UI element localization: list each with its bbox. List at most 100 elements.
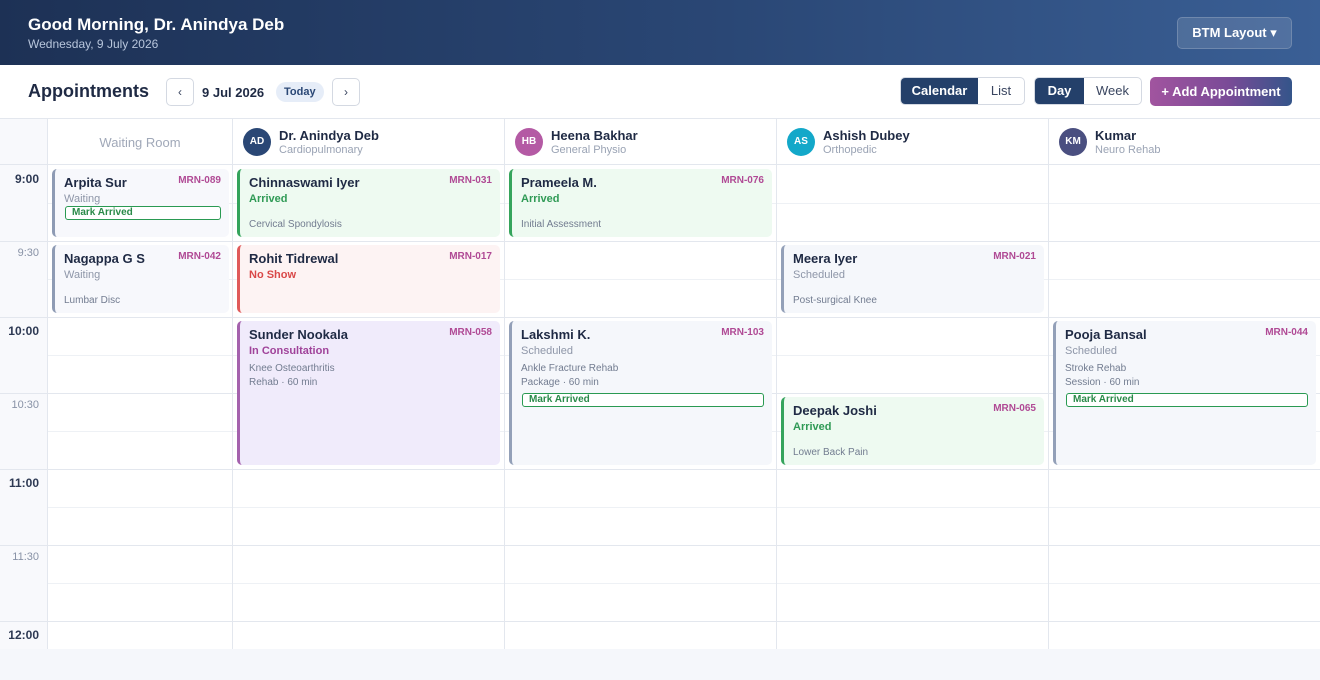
add-appointment-button[interactable]: + Add Appointment: [1150, 77, 1292, 106]
diagnosis-note: Lumbar Disc: [64, 295, 121, 306]
next-day-button[interactable]: ›: [332, 78, 360, 106]
avatar: AD: [243, 128, 271, 156]
avatar: HB: [515, 128, 543, 156]
waiting-card[interactable]: Nagappa G S MRN-042 Waiting Lumbar Disc: [52, 245, 229, 313]
patient-name: Arpita Sur: [64, 175, 127, 190]
grid-line: [233, 621, 504, 622]
calendar-grid: Waiting Room AD Dr. Anindya Deb Cardiopu…: [0, 119, 1320, 649]
grid-line: [1049, 583, 1320, 584]
diagnosis-note: Cervical Spondylosis: [249, 219, 342, 230]
status-label: In Consultation: [249, 345, 330, 357]
grid-line: [777, 583, 1048, 584]
grid-line: [777, 241, 1048, 242]
week-view-button[interactable]: Week: [1096, 83, 1129, 98]
diagnosis-note: Stroke Rehab: [1065, 363, 1127, 374]
grid-line: [0, 393, 47, 394]
appointment-card[interactable]: Sunder Nookala MRN-058 In Consultation K…: [237, 321, 500, 465]
grid-line: [0, 469, 47, 470]
grid-line: [777, 621, 1048, 622]
appointment-card[interactable]: Pooja Bansal MRN-044 Scheduled Stroke Re…: [1053, 321, 1316, 465]
grid-line: [505, 545, 776, 546]
appointment-card[interactable]: Rohit Tidrewal MRN-017 No Show: [237, 245, 500, 313]
diagnosis-note: Lower Back Pain: [793, 447, 869, 458]
grid-line: [0, 545, 47, 546]
grid-line: [0, 241, 47, 242]
today-button[interactable]: Today: [276, 82, 324, 102]
page-footer-space: [0, 649, 1320, 680]
grid-line: [233, 317, 504, 318]
grid-line: [233, 545, 504, 546]
time-label: 9:30: [17, 247, 39, 259]
status-label: Scheduled: [793, 269, 845, 281]
status-label: No Show: [249, 269, 297, 281]
day-view-button[interactable]: Day: [1035, 78, 1084, 104]
patient-name: Prameela M.: [521, 175, 597, 190]
status-label: Arrived: [793, 421, 832, 433]
waiting-room-column[interactable]: [48, 165, 233, 649]
mark-arrived-button[interactable]: Mark Arrived: [1066, 393, 1308, 407]
status-label: Waiting: [64, 269, 101, 281]
grid-line: [233, 583, 504, 584]
time-column-header: [0, 119, 48, 165]
patient-name: Chinnaswami Iyer: [249, 175, 360, 190]
session-note: Session · 60 min: [1065, 377, 1140, 388]
provider-header-ad[interactable]: AD Dr. Anindya Deb Cardiopulmonary: [233, 119, 505, 165]
patient-name: Pooja Bansal: [1065, 327, 1147, 342]
prev-day-button[interactable]: ‹: [166, 78, 194, 106]
grid-line: [505, 279, 776, 280]
grid-line: [777, 393, 1048, 394]
patient-name: Sunder Nookala: [249, 327, 348, 342]
time-label: 11:00: [8, 476, 39, 490]
status-label: Waiting: [64, 193, 101, 205]
waiting-room-label: Waiting Room: [99, 135, 181, 150]
grid-line: [777, 469, 1048, 470]
waiting-card[interactable]: Arpita Sur MRN-089 Waiting Mark Arrived: [52, 169, 229, 237]
session-note: Package · 60 min: [521, 377, 599, 388]
appointment-card[interactable]: Lakshmi K. MRN-103 Scheduled Ankle Fract…: [509, 321, 772, 465]
diagnosis-note: Ankle Fracture Rehab: [521, 363, 619, 374]
status-label: Arrived: [521, 193, 560, 205]
mark-arrived-button[interactable]: Mark Arrived: [65, 206, 221, 220]
provider-specialty: General Physio: [551, 144, 627, 156]
calendar-view-button[interactable]: Calendar: [901, 78, 978, 104]
patient-name: Nagappa G S: [64, 251, 145, 266]
status-label: Scheduled: [1065, 345, 1117, 357]
layout-dropdown-button[interactable]: BTM Layout ▾: [1177, 17, 1292, 49]
time-label: 9:00: [14, 172, 39, 186]
provider-header-hb[interactable]: HB Heena Bakhar General Physio: [505, 119, 777, 165]
appointment-card[interactable]: Prameela M. MRN-076 Arrived Initial Asse…: [509, 169, 772, 237]
appointment-card[interactable]: Chinnaswami Iyer MRN-031 Arrived Cervica…: [237, 169, 500, 237]
list-view-button[interactable]: List: [990, 83, 1012, 98]
appointment-card[interactable]: Meera Iyer MRN-021 Scheduled Post-surgic…: [781, 245, 1044, 313]
time-label: 10:00: [8, 324, 39, 338]
appointment-card[interactable]: Deepak Joshi MRN-065 Arrived Lower Back …: [781, 397, 1044, 465]
grid-line: [48, 583, 232, 584]
grid-line: [1049, 545, 1320, 546]
grid-line: [233, 469, 504, 470]
grid-line: [1049, 317, 1320, 318]
grid-line: [1049, 469, 1320, 470]
grid-line: [48, 621, 232, 622]
grid-line: [0, 621, 47, 622]
mrn-number: MRN-042: [178, 251, 221, 262]
grid-line: [233, 241, 504, 242]
session-note: Rehab · 60 min: [249, 377, 318, 388]
diagnosis-note: Knee Osteoarthritis: [249, 363, 335, 374]
mark-arrived-button[interactable]: Mark Arrived: [522, 393, 764, 407]
grid-line: [233, 507, 504, 508]
patient-name: Meera Iyer: [793, 251, 858, 266]
provider-header-km[interactable]: KM Kumar Neuro Rehab: [1049, 119, 1320, 165]
provider-name: Ashish Dubey: [823, 128, 910, 143]
provider-name: Dr. Anindya Deb: [279, 128, 379, 143]
provider-header-as[interactable]: AS Ashish Dubey Orthopedic: [777, 119, 1049, 165]
patient-name: Rohit Tidrewal: [249, 251, 339, 266]
top-header: Good Morning, Dr. Anindya Deb Wednesday,…: [0, 0, 1320, 65]
grid-line: [777, 545, 1048, 546]
grid-line: [505, 583, 776, 584]
grid-line: [505, 241, 776, 242]
grid-line: [1049, 507, 1320, 508]
patient-name: Lakshmi K.: [521, 327, 591, 342]
avatar: KM: [1059, 128, 1087, 156]
mrn-number: MRN-076: [721, 175, 764, 186]
status-label: Scheduled: [521, 345, 573, 357]
